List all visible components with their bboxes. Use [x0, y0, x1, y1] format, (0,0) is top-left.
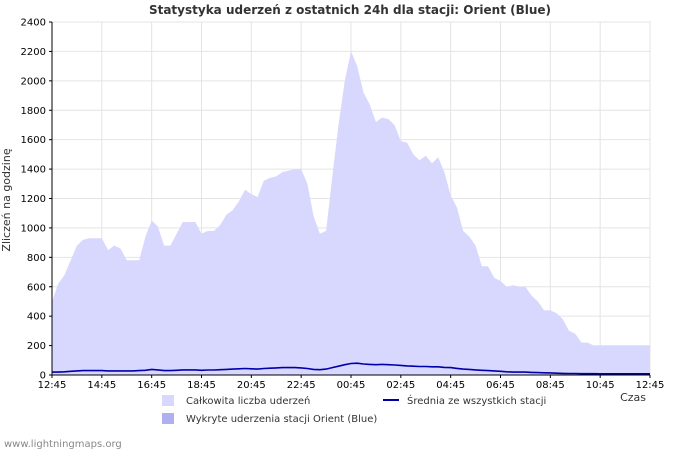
x-tick-label: 02:45	[386, 380, 415, 391]
y-tick-label: 1200	[21, 194, 46, 205]
x-tick-label: 10:45	[586, 380, 615, 391]
series-total-area	[52, 51, 650, 376]
y-tick-label: 200	[27, 341, 46, 352]
legend-label: Całkowita liczba uderzeń	[186, 395, 310, 407]
x-tick-label: 12:45	[636, 380, 665, 391]
x-tick-label: 08:45	[536, 380, 565, 391]
x-tick-label: 12:45	[38, 380, 67, 391]
y-axis: 0 200 400 600 800 1000 1200 1400 1600 1800 2000 220…	[21, 18, 52, 382]
y-tick-label: 400	[27, 312, 46, 323]
x-axis: 12:45 14:45 16:45 18:45 20:45 22:45 00:45 02:45…	[38, 375, 665, 391]
y-tick-label: 2000	[21, 76, 46, 87]
y-axis-label: Zliczeń na godzinę	[0, 148, 13, 251]
legend-swatch-area	[162, 413, 174, 424]
series-average-line	[52, 362, 650, 375]
x-tick-label: 06:45	[486, 380, 515, 391]
x-axis-label: Czas	[620, 391, 646, 404]
y-tick-label: 1000	[21, 223, 46, 234]
x-tick-label: 18:45	[187, 380, 216, 391]
y-tick-label: 800	[27, 253, 46, 264]
y-tick-label: 2200	[21, 47, 46, 58]
y-tick-label: 2400	[21, 18, 46, 29]
x-tick-label: 22:45	[287, 380, 316, 391]
y-tick-label: 0	[40, 371, 46, 382]
x-tick-label: 14:45	[87, 380, 116, 391]
x-tick-label: 20:45	[237, 380, 266, 391]
legend-label: Wykryte uderzenia stacji Orient (Blue)	[186, 414, 377, 425]
x-tick-label: 04:45	[436, 380, 465, 391]
y-tick-label: 1400	[21, 165, 46, 176]
legend-swatch-area	[162, 395, 174, 406]
y-tick-label: 1800	[21, 106, 46, 117]
legend: Całkowita liczba uderzeń Średnia ze wszys…	[162, 394, 546, 425]
legend-label: Średnia ze wszystkich stacji	[407, 394, 546, 407]
x-tick-label: 00:45	[337, 380, 366, 391]
chart-title: Statystyka uderzeń z ostatnich 24h dla s…	[149, 3, 551, 17]
footer-credit: www.lightningmaps.org	[4, 439, 122, 450]
y-tick-label: 600	[27, 282, 46, 293]
y-tick-label: 1600	[21, 135, 46, 146]
x-tick-label: 16:45	[137, 380, 166, 391]
